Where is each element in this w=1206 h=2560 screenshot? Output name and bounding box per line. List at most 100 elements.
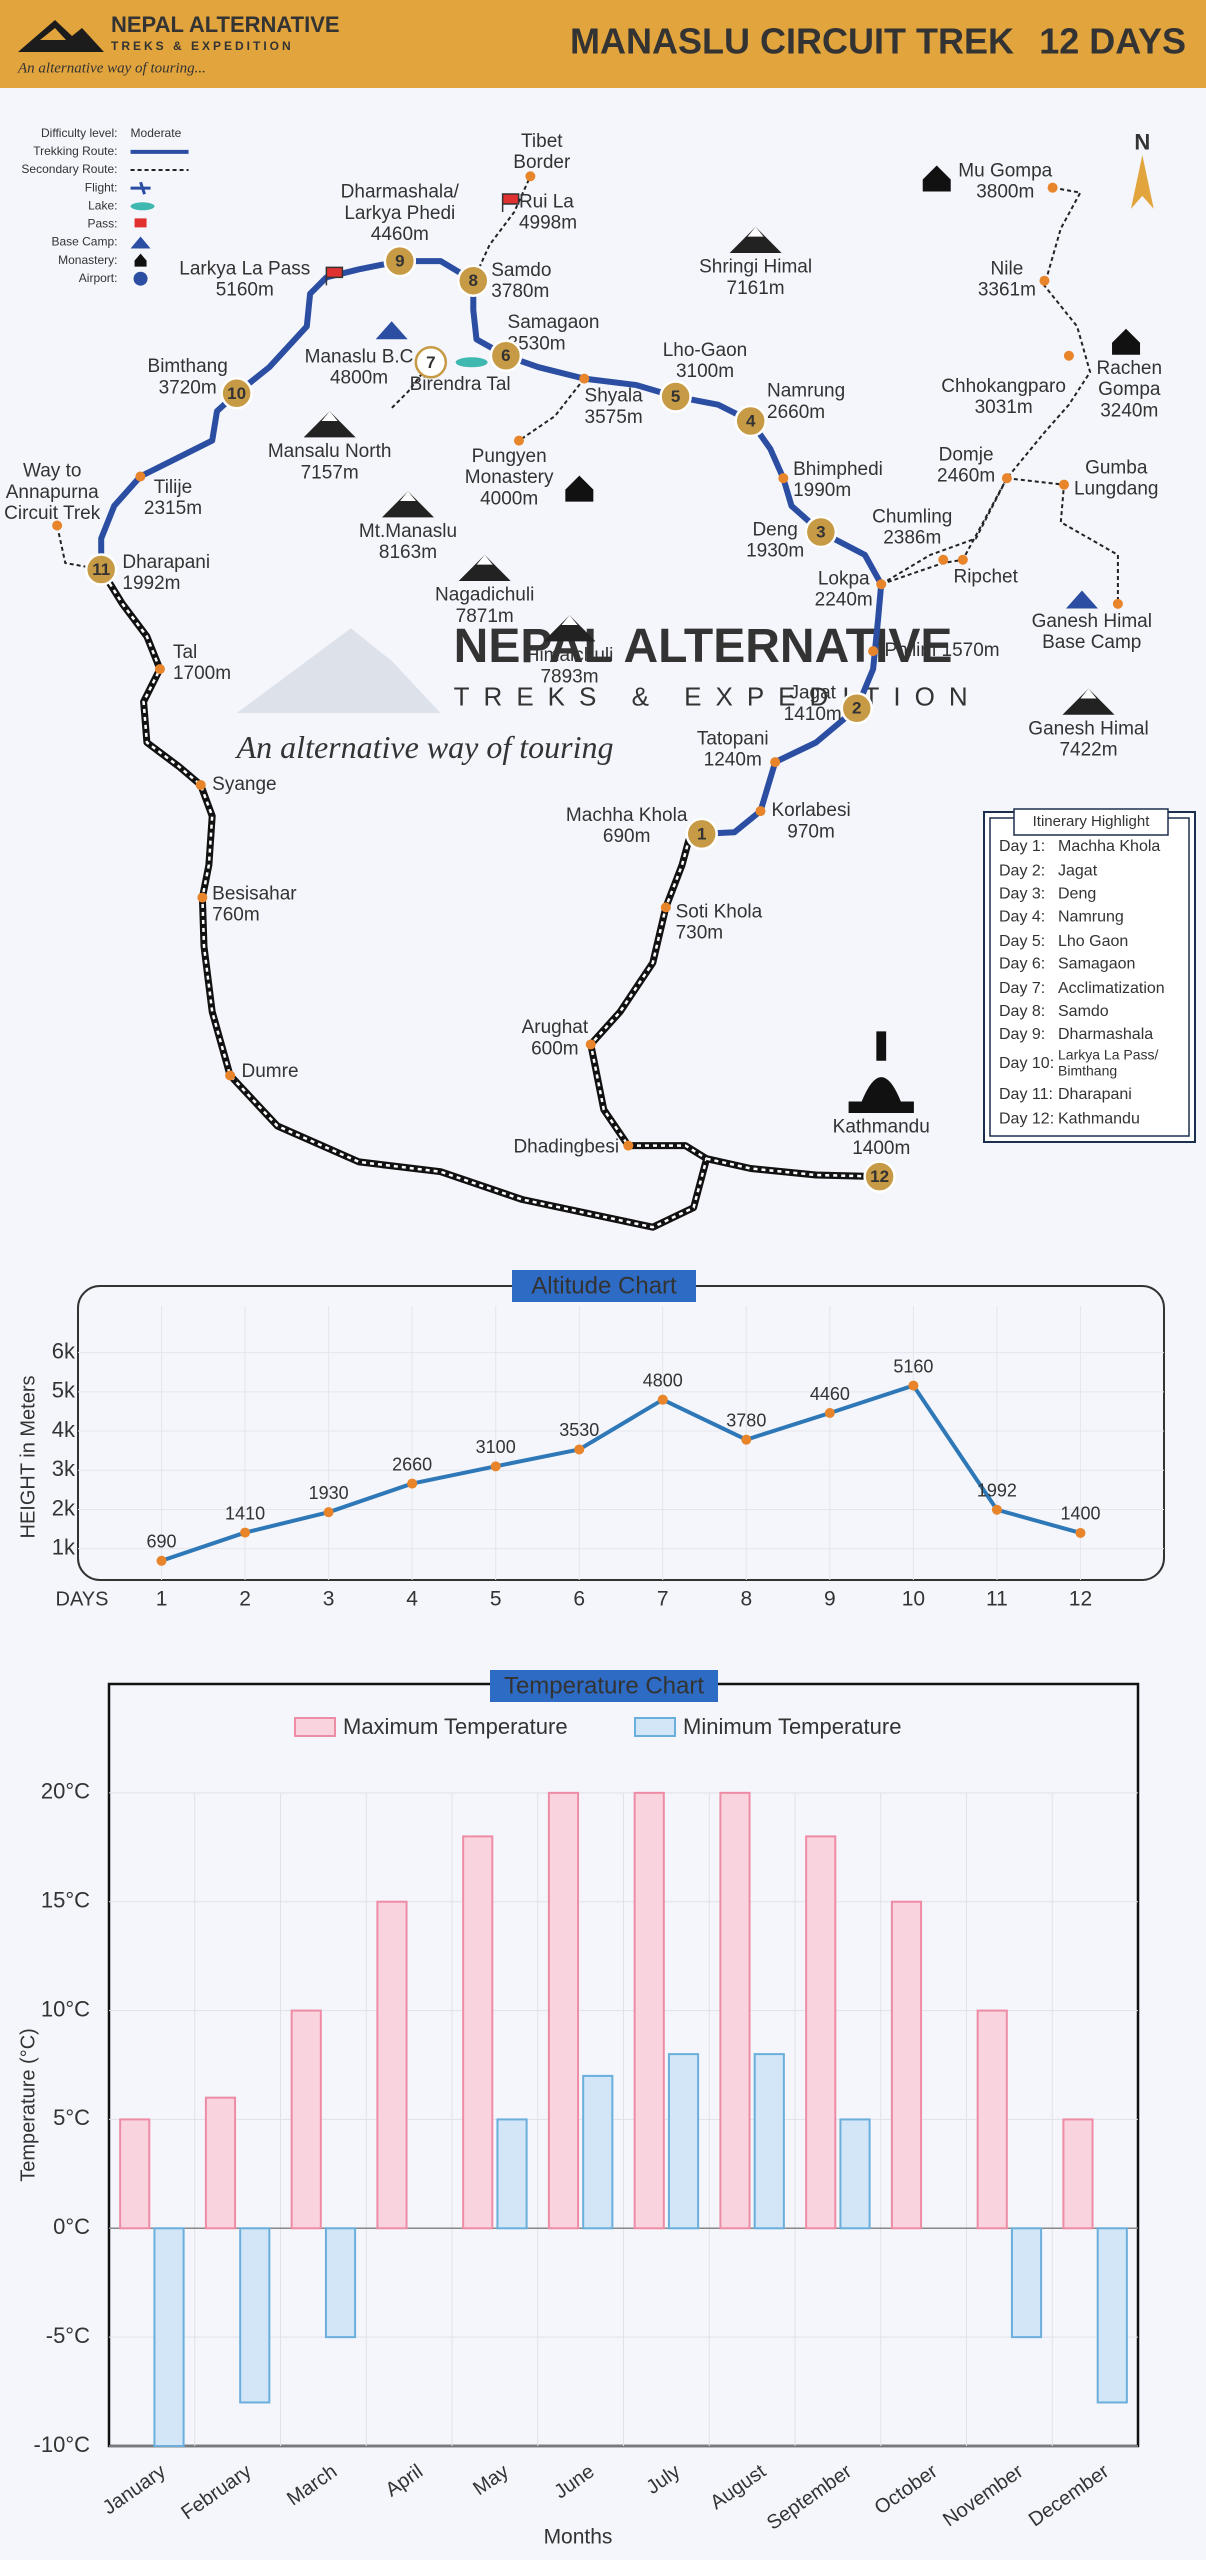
place-label: 730m xyxy=(676,922,724,943)
waypoint xyxy=(660,902,671,913)
waypoint xyxy=(1039,275,1050,286)
day-stop-label: 8 xyxy=(469,271,478,290)
legend-label: Airport: xyxy=(79,271,118,285)
itinerary-day: Day 6: xyxy=(999,956,1045,973)
legend-label: Flight: xyxy=(85,180,118,194)
place-label: Domje xyxy=(939,444,994,465)
day-stop-label: 12 xyxy=(870,1167,889,1186)
altitude-point xyxy=(1075,1527,1086,1538)
waypoint xyxy=(1047,182,1058,193)
bar xyxy=(976,2009,1008,2230)
legend-label: Monastery: xyxy=(58,253,117,267)
place-label: Mt.Manaslu xyxy=(359,521,457,542)
y-tick-label: 1k xyxy=(52,1534,76,1559)
place-label: Chumling xyxy=(872,506,952,527)
chart-title-box xyxy=(512,1270,696,1302)
place-label: 600m xyxy=(531,1038,579,1059)
pass-flag xyxy=(325,266,344,286)
place-label: Machha Khola xyxy=(566,805,688,826)
chart-title-box xyxy=(490,1670,718,1702)
legend-label: Minimum Temperature xyxy=(683,1714,901,1739)
x-tick-label: 1 xyxy=(156,1588,168,1611)
legend-label: Trekking Route: xyxy=(33,144,117,158)
day-stop-label: 2 xyxy=(852,699,861,718)
pass-flag xyxy=(501,193,520,212)
monastery xyxy=(1112,328,1141,355)
place-label: Dharmashala/ xyxy=(341,182,460,203)
lake xyxy=(455,357,488,368)
place-label: Birendra Tal xyxy=(410,374,511,395)
bar xyxy=(753,2053,785,2230)
y-tick-label: 3k xyxy=(52,1456,76,1481)
mountain xyxy=(303,411,356,438)
secondary-route xyxy=(472,175,532,282)
chart-title: Temperature Chart xyxy=(504,1672,704,1699)
place-label: Larkya La Pass xyxy=(179,258,310,279)
place-label: 2460m xyxy=(937,466,995,487)
brand: NEPAL ALTERNATIVE xyxy=(111,12,340,37)
data-label: 3780 xyxy=(726,1410,766,1430)
secondary-route xyxy=(56,525,102,571)
place-label: Ripchet xyxy=(953,567,1018,588)
mountain xyxy=(1062,688,1115,715)
waypoint xyxy=(197,892,208,903)
place-label: Tilije xyxy=(154,477,192,498)
y-tick-label: 4k xyxy=(52,1417,76,1442)
place-label: 970m xyxy=(787,821,835,842)
x-tick-label: 10 xyxy=(902,1588,925,1611)
place-label: Lokpa xyxy=(818,568,870,589)
place-label: Lho-Gaon xyxy=(663,340,748,361)
stupa xyxy=(848,1031,914,1113)
place-label: 760m xyxy=(212,905,260,926)
itinerary-day: Day 9: xyxy=(999,1026,1045,1043)
page-days: 12 DAYS xyxy=(1039,21,1186,62)
waypoint xyxy=(778,473,789,484)
y-tick-label: 5°C xyxy=(53,2105,90,2130)
place-label: 2315m xyxy=(144,498,202,519)
itinerary-place: Bimthang xyxy=(1058,1063,1117,1079)
itinerary-day: Day 1: xyxy=(999,838,1045,855)
place-label: Border xyxy=(513,152,571,173)
compass-label: N xyxy=(1134,129,1150,154)
place-label: 4000m xyxy=(480,488,538,509)
day-stop xyxy=(804,515,838,549)
itinerary-place: Samdo xyxy=(1058,1003,1109,1020)
legend-symbol xyxy=(130,181,151,195)
itinerary-day: Day 2: xyxy=(999,863,1045,880)
itinerary-title: Itinerary Highlight xyxy=(1033,813,1151,830)
data-label: 3100 xyxy=(476,1437,516,1457)
place-label: 2386m xyxy=(883,528,941,549)
day-stop xyxy=(840,692,874,725)
altitude-point xyxy=(156,1555,167,1566)
day-stop xyxy=(734,404,767,438)
itinerary-day: Day 7: xyxy=(999,980,1045,997)
x-tick-label: 2 xyxy=(239,1588,251,1611)
waypoint xyxy=(135,471,146,482)
header-bar xyxy=(0,0,1206,88)
itinerary-place: Deng xyxy=(1058,886,1096,903)
legend-swatch xyxy=(634,1717,676,1737)
place-label: Bimthang xyxy=(148,356,228,377)
road xyxy=(705,1155,880,1181)
compass xyxy=(1130,155,1154,209)
place-label: Tal xyxy=(173,642,197,663)
waypoint xyxy=(195,779,206,790)
altitude-line xyxy=(160,1383,1081,1563)
map: NEPAL ALTERNATIVE TREKS & EXPEDITION An al… xyxy=(4,126,1196,1231)
day-stop xyxy=(685,817,718,851)
place-label: 5160m xyxy=(216,280,274,301)
place-label: 3575m xyxy=(585,407,643,428)
place-label: 1930m xyxy=(746,541,804,562)
bar xyxy=(1010,2227,1043,2339)
chart-title: Altitude Chart xyxy=(531,1272,677,1299)
monastery xyxy=(565,475,594,502)
place-label: Gompa xyxy=(1098,379,1161,400)
itinerary-place: Samagaon xyxy=(1058,956,1135,973)
place-label: Chhokangparo xyxy=(941,376,1066,397)
day-stop xyxy=(457,264,490,297)
data-label: 3530 xyxy=(559,1420,599,1440)
data-label: 4800 xyxy=(643,1370,683,1390)
mountain-snow xyxy=(561,615,578,626)
